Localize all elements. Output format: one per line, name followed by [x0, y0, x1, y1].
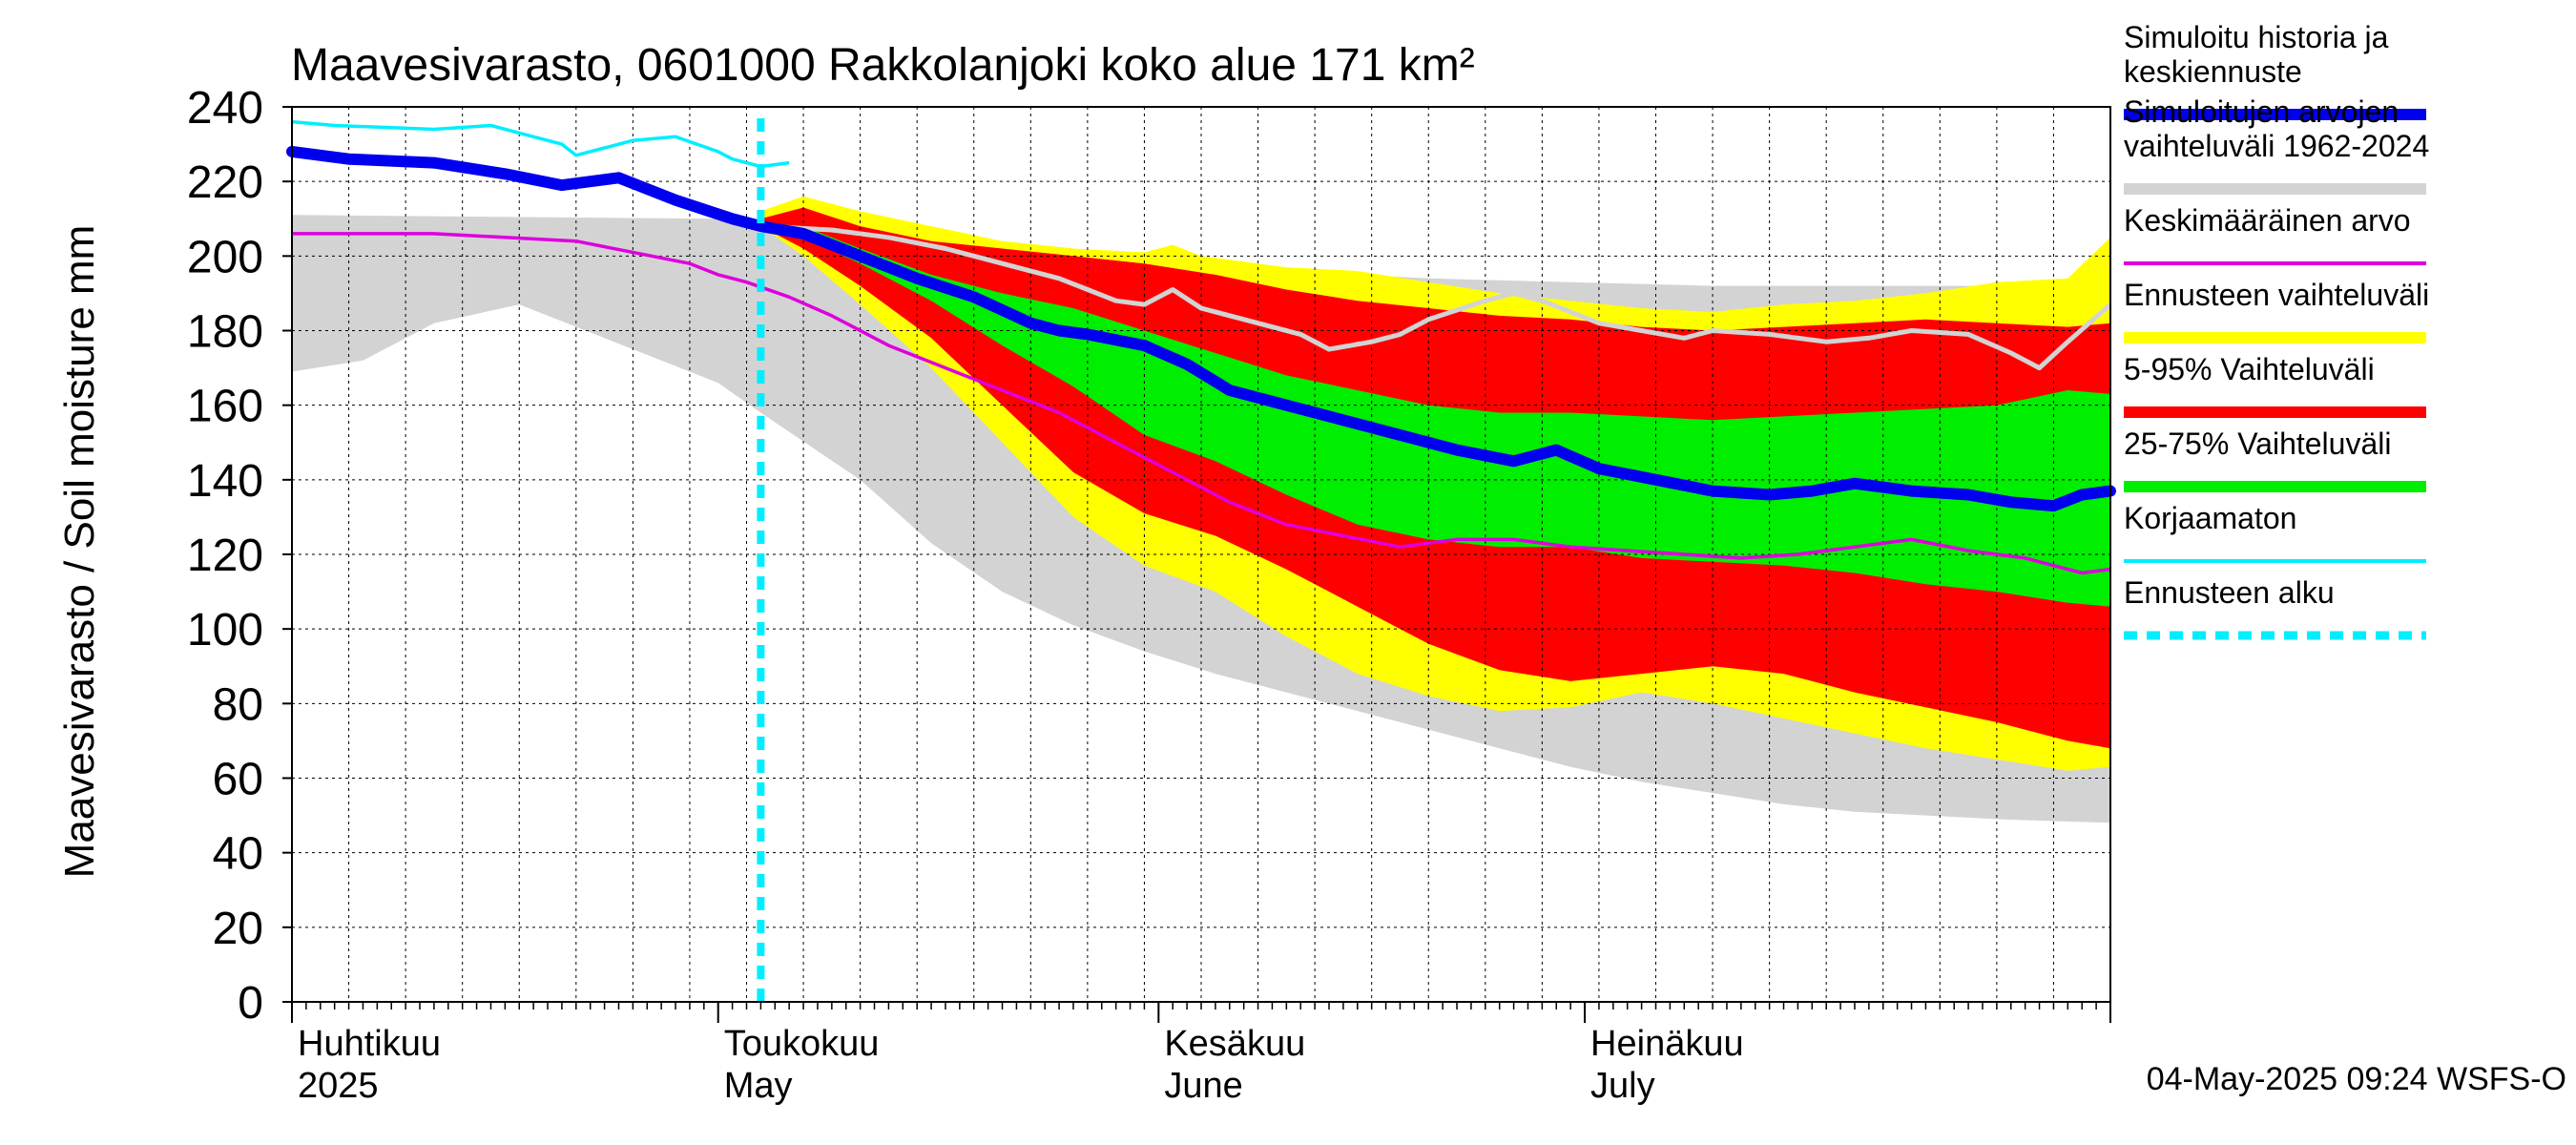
legend-label: Simuloitujen arvojen	[2124, 94, 2399, 129]
legend-label: 5-95% Vaihteluväli	[2124, 352, 2375, 386]
legend-label: keskiennuste	[2124, 54, 2302, 89]
legend: Simuloitu historia jakeskiennusteSimuloi…	[2124, 20, 2429, 640]
month-label-en: 2025	[298, 1066, 379, 1106]
legend-item: Ennusteen alku	[2124, 575, 2426, 640]
y-tick-label: 80	[213, 679, 263, 730]
future-history-line	[760, 223, 2112, 371]
month-label-fi: Heinäkuu	[1590, 1024, 1744, 1064]
y-axis-label: Maavesivarasto / Soil moisture mm	[56, 225, 103, 879]
uncorrected-line	[291, 119, 790, 169]
y-tick-label: 220	[187, 157, 263, 208]
legend-item: Keskimääräinen arvo	[2124, 203, 2426, 265]
simulated-line	[286, 145, 2116, 512]
legend-item: 5-95% Vaihteluväli	[2124, 352, 2426, 418]
y-tick-label: 20	[213, 904, 263, 954]
legend-label: Ennusteen alku	[2124, 575, 2335, 610]
legend-label: Korjaamaton	[2124, 501, 2296, 535]
line-layer	[286, 118, 2116, 1002]
legend-label: 25-75% Vaihteluväli	[2124, 427, 2391, 461]
y-tick-label: 120	[187, 531, 263, 581]
y-tick-label: 60	[213, 755, 263, 805]
y-tick-label: 40	[213, 829, 263, 880]
y-tick-label: 160	[187, 382, 263, 432]
month-label-en: July	[1590, 1066, 1655, 1106]
month-label-en: May	[724, 1066, 793, 1106]
y-axis-ticks: 0 20 40 60 80 100 120 140 160 180 200 220 240	[187, 83, 292, 1029]
legend-label: Ennusteen vaihteluväli	[2124, 278, 2429, 312]
footer-timestamp: 04-May-2025 09:24 WSFS-O	[2147, 1061, 2566, 1097]
mean-line	[292, 232, 2111, 575]
series-layer	[292, 196, 2110, 823]
month-label-fi: Huhtikuu	[298, 1024, 441, 1064]
y-tick-label: 140	[187, 456, 263, 507]
y-tick-label: 200	[187, 232, 263, 282]
legend-label: vaihteluväli 1962-2024	[2124, 129, 2429, 163]
month-label-en: June	[1164, 1066, 1242, 1106]
legend-item: 25-75% Vaihteluväli	[2124, 427, 2426, 492]
y-tick-label: 180	[187, 307, 263, 358]
y-tick-label: 0	[238, 978, 263, 1029]
legend-label: Simuloitu historia ja	[2124, 20, 2389, 54]
y-tick-label: 100	[187, 605, 263, 656]
legend-item: Korjaamaton	[2124, 501, 2426, 563]
legend-label: Keskimääräinen arvo	[2124, 203, 2411, 238]
month-label-fi: Toukokuu	[724, 1024, 880, 1064]
p25-75-band	[760, 222, 2110, 607]
plot-area: 0 20 40 60 80 100 120 140 160 180 200 220 240 Huhtik…	[187, 83, 2116, 1106]
y-tick-label: 240	[187, 83, 263, 134]
month-label-fi: Kesäkuu	[1164, 1024, 1305, 1064]
chart-title: Maavesivarasto, 0601000 Rakkolanjoki kok…	[291, 40, 1475, 91]
legend-item: Ennusteen vaihteluväli	[2124, 278, 2429, 344]
